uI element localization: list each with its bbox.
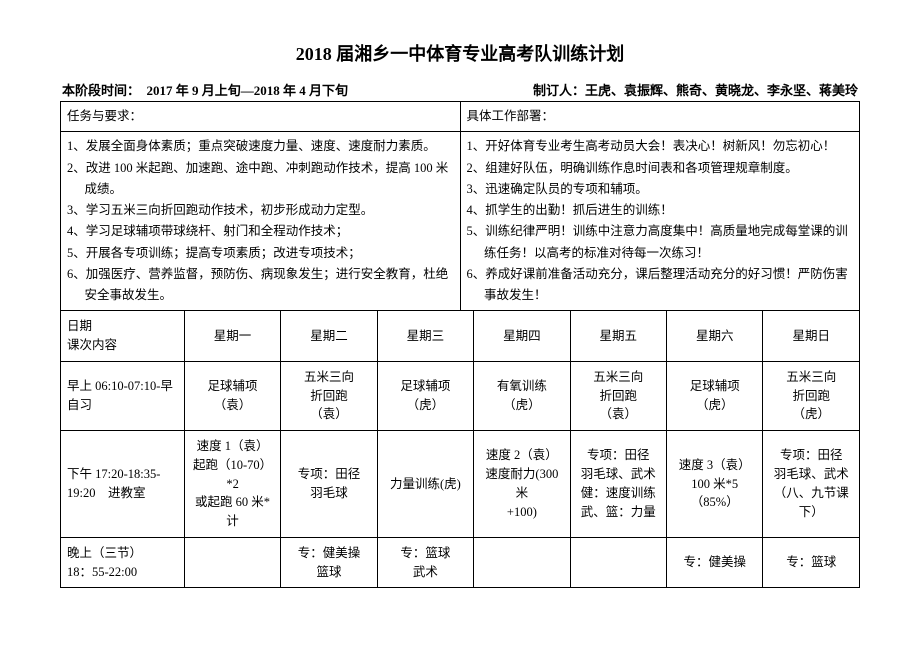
works-cell: 1、开好体育专业考生高考动员大会！表决心！树新风！勿忘初心！ 2、组建好队伍，明… [460, 132, 860, 311]
works-head: 具体工作部署： [460, 102, 860, 132]
sched-cell: 有氧训练（虎） [474, 361, 570, 430]
work-item: 1、开好体育专业考生高考动员大会！表决心！树新风！勿忘初心！ [467, 136, 854, 157]
sched-cell: 五米三向折回跑（袁） [281, 361, 377, 430]
work-item: 5、训练纪律严明！训练中注意力高度集中！高质量地完成每堂课的训练任务！以高考的标… [467, 221, 854, 264]
sched-cell: 专：健美操 [667, 537, 763, 588]
row-head: 晚上（三节）18：55-22:00 [61, 537, 185, 588]
schedule-row: 早上 06:10-07:10-早自习 足球辅项（袁） 五米三向折回跑（袁） 足球… [61, 361, 860, 430]
sched-cell: 专：健美操篮球 [281, 537, 377, 588]
tasks-cell: 1、发展全面身体素质；重点突破速度力量、速度、速度耐力素质。 2、改进 100 … [61, 132, 461, 311]
sched-cell: 专项：田径羽毛球、武术健：速度训练武、篮：力量 [570, 431, 666, 538]
work-item: 3、迅速确定队员的专项和辅项。 [467, 179, 854, 200]
work-item: 4、抓学生的出勤！抓后进生的训练！ [467, 200, 854, 221]
page-title: 2018 届湘乡一中体育专业高考队训练计划 [60, 40, 860, 66]
schedule-row: 下午 17:20-18:35-19:20 进教室 速度 1（袁）起跑（10-70… [61, 431, 860, 538]
sched-cell: 速度 3（袁）100 米*5（85%） [667, 431, 763, 538]
header-row: 本阶段时间： 2017 年 9 月上旬—2018 年 4 月下旬 制订人：王虎、… [60, 80, 860, 99]
task-item: 1、发展全面身体素质；重点突破速度力量、速度、速度耐力素质。 [67, 136, 454, 157]
day-head: 星期五 [570, 311, 666, 362]
top-section-table: 任务与要求： 具体工作部署： 1、发展全面身体素质；重点突破速度力量、速度、速度… [60, 101, 860, 311]
day-head: 星期三 [377, 311, 473, 362]
sched-cell [184, 537, 280, 588]
corner-line1: 日期 [67, 317, 180, 336]
sched-cell: 力量训练(虎) [377, 431, 473, 538]
sched-cell: 专：篮球武术 [377, 537, 473, 588]
sched-cell: 五米三向折回跑（袁） [570, 361, 666, 430]
tasks-list: 1、发展全面身体素质；重点突破速度力量、速度、速度耐力素质。 2、改进 100 … [67, 136, 454, 306]
day-head: 星期一 [184, 311, 280, 362]
corner-line2: 课次内容 [67, 336, 180, 355]
sched-cell: 专：篮球 [763, 537, 860, 588]
authors-label: 制订人：王虎、袁振辉、熊奇、黄晓龙、李永坚、蒋美玲 [533, 80, 858, 99]
schedule-header-row: 日期 课次内容 星期一 星期二 星期三 星期四 星期五 星期六 星期日 [61, 311, 860, 362]
work-item: 2、组建好队伍，明确训练作息时间表和各项管理规章制度。 [467, 158, 854, 179]
schedule-row: 晚上（三节）18：55-22:00 专：健美操篮球 专：篮球武术 专：健美操 专… [61, 537, 860, 588]
sched-cell: 五米三向折回跑（虎） [763, 361, 860, 430]
sched-cell: 足球辅项（虎） [667, 361, 763, 430]
day-head: 星期二 [281, 311, 377, 362]
sched-cell [474, 537, 570, 588]
sched-cell: 速度 2（袁）速度耐力(300 米+100) [474, 431, 570, 538]
task-item: 5、开展各专项训练；提高专项素质；改进专项技术； [67, 243, 454, 264]
sched-cell [570, 537, 666, 588]
schedule-table: 日期 课次内容 星期一 星期二 星期三 星期四 星期五 星期六 星期日 早上 0… [60, 310, 860, 588]
period-label: 本阶段时间： 2017 年 9 月上旬—2018 年 4 月下旬 [62, 80, 348, 99]
task-item: 3、学习五米三向折回跑动作技术，初步形成动力定型。 [67, 200, 454, 221]
row-head: 早上 06:10-07:10-早自习 [61, 361, 185, 430]
row-head: 下午 17:20-18:35-19:20 进教室 [61, 431, 185, 538]
sched-cell: 足球辅项（虎） [377, 361, 473, 430]
works-list: 1、开好体育专业考生高考动员大会！表决心！树新风！勿忘初心！ 2、组建好队伍，明… [467, 136, 854, 306]
corner-cell: 日期 课次内容 [61, 311, 185, 362]
task-item: 2、改进 100 米起跑、加速跑、途中跑、冲刺跑动作技术，提高 100 米成绩。 [67, 158, 454, 201]
task-item: 4、学习足球辅项带球绕杆、射门和全程动作技术； [67, 221, 454, 242]
sched-cell: 足球辅项（袁） [184, 361, 280, 430]
day-head: 星期日 [763, 311, 860, 362]
sched-cell: 专项：田径羽毛球 [281, 431, 377, 538]
day-head: 星期四 [474, 311, 570, 362]
day-head: 星期六 [667, 311, 763, 362]
sched-cell: 专项：田径羽毛球、武术（八、九节课下） [763, 431, 860, 538]
work-item: 6、养成好课前准备活动充分，课后整理活动充分的好习惯！严防伤害事故发生！ [467, 264, 854, 307]
task-item: 6、加强医疗、营养监督，预防伤、病现象发生；进行安全教育，杜绝安全事故发生。 [67, 264, 454, 307]
tasks-head: 任务与要求： [61, 102, 461, 132]
sched-cell: 速度 1（袁）起跑（10-70）*2或起跑 60 米*计 [184, 431, 280, 538]
